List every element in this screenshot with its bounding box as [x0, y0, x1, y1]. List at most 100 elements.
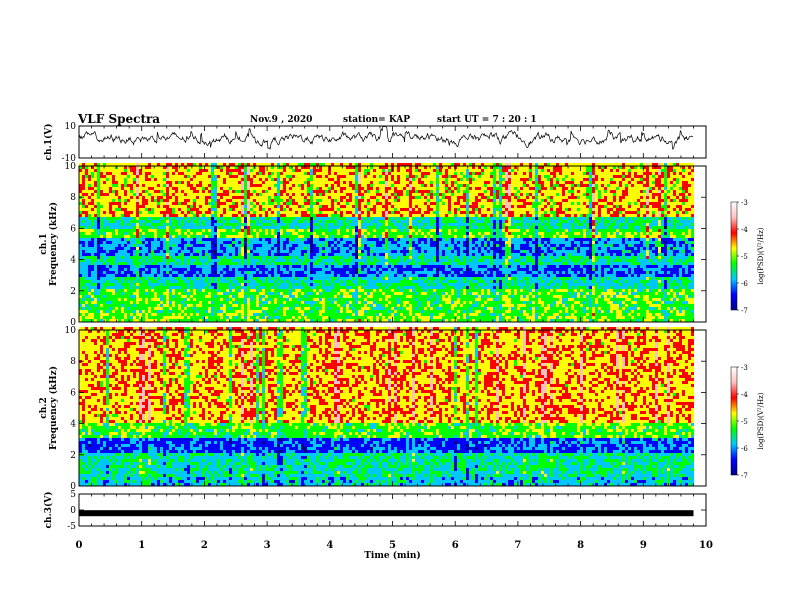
ch1-spec-cell — [514, 298, 517, 301]
ch1-spec-cell — [505, 268, 508, 271]
ch1-spec-cell — [649, 250, 652, 253]
ch1-spec-cell — [550, 289, 553, 292]
ch1-spec-cell — [259, 316, 262, 319]
ch1-spec-cell — [394, 259, 397, 262]
ch1-spec-cell — [250, 253, 253, 256]
ch1-spec-cell — [574, 316, 577, 319]
ch1-spec-cell — [94, 268, 97, 271]
ch1-spec-cell — [370, 295, 373, 298]
ch1-spec-cell — [478, 319, 481, 322]
ch1-spec-cell — [280, 310, 283, 313]
ch1-spec-cell — [109, 310, 112, 313]
ch1-spec-cell — [466, 271, 469, 274]
ch1-spec-cell — [463, 265, 466, 268]
ch1-spec-cell — [463, 250, 466, 253]
ch1-spec-cell — [139, 256, 142, 259]
ch1-spec-cell — [211, 280, 214, 283]
ch1-spec-cell — [97, 289, 100, 292]
ch1-spec-cell — [601, 271, 604, 274]
ch1-spec-cell — [226, 283, 229, 286]
ch1-spec-cell — [583, 307, 586, 310]
ch1-spec-cell — [199, 250, 202, 253]
ch1-spec-cell — [535, 262, 538, 265]
ch1-spec-cell — [526, 286, 529, 289]
ch1-spec-cell — [271, 280, 274, 283]
ch1-spec-cell — [79, 271, 82, 274]
ch1-spec-cell — [157, 304, 160, 307]
ch1-spec-cell — [676, 310, 679, 313]
ch1-spec-cell — [277, 316, 280, 319]
ch1-spec-cell — [184, 259, 187, 262]
ch1-spec-cell — [187, 280, 190, 283]
ch1-spec-cell — [241, 259, 244, 262]
ch1-spec-cell — [160, 298, 163, 301]
ch1-spec-cell — [301, 310, 304, 313]
ch1-spec-cell — [304, 301, 307, 304]
ch1-spec-cell — [355, 307, 358, 310]
ch1-spec-cell — [205, 298, 208, 301]
ch1-spec-cell — [130, 250, 133, 253]
ch1-spec-cell — [553, 259, 556, 262]
ch1-spec-cell — [361, 265, 364, 268]
ch1-spec-cell — [256, 295, 259, 298]
ch1-spec-cell — [631, 262, 634, 265]
ch1-spec-cell — [460, 280, 463, 283]
ch1-spec-cell — [649, 265, 652, 268]
ch1-spec-cell — [664, 250, 667, 253]
ch1-spec-cell — [91, 313, 94, 316]
ch1-spec-cell — [625, 301, 628, 304]
ch1-spec-cell — [181, 283, 184, 286]
ch1-spec-cell — [682, 283, 685, 286]
ch1-spec-cell — [670, 289, 673, 292]
ch1-spec-cell — [370, 286, 373, 289]
ch1-spec-cell — [358, 304, 361, 307]
ch1-spec-cell — [199, 298, 202, 301]
ch1-spec-cell — [301, 316, 304, 319]
ch1-spec-cell — [196, 316, 199, 319]
ch1-spec-cell — [166, 259, 169, 262]
ch1-spec-cell — [268, 271, 271, 274]
ch1-spec-cell — [400, 307, 403, 310]
ch1-spec-cell — [487, 274, 490, 277]
ch1-spec-cell — [301, 313, 304, 316]
ch1-spec-cell — [310, 268, 313, 271]
ch1-spec-cell — [544, 289, 547, 292]
ch1-spec-cell — [142, 313, 145, 316]
ch1-spec-cell — [433, 286, 436, 289]
ch1-spec-cell — [256, 319, 259, 322]
ch1-spec-cell — [397, 259, 400, 262]
ch1-spec-cell — [379, 310, 382, 313]
ch1-spec-cell — [676, 280, 679, 283]
ch1-spec-cell — [457, 280, 460, 283]
ch1-spec-cell — [172, 298, 175, 301]
ch1-spec-cell — [271, 310, 274, 313]
ch1-spec-cell — [160, 274, 163, 277]
ch1-spec-cell — [664, 310, 667, 313]
ch1-spec-cell — [301, 280, 304, 283]
ch1-spec-cell — [256, 280, 259, 283]
ch1-spec-cell — [394, 268, 397, 271]
ch1-spec-cell — [151, 247, 154, 250]
ch1-spec-cell — [160, 313, 163, 316]
ch1-spec-cell — [634, 292, 637, 295]
ch1-spec-cell — [520, 283, 523, 286]
ch1-spec-cell — [439, 256, 442, 259]
ch1-spec-cell — [451, 253, 454, 256]
ch1-spec-cell — [496, 262, 499, 265]
ch1-spec-cell — [370, 256, 373, 259]
ch1-spec-cell — [436, 316, 439, 319]
ch1-spec-cell — [631, 292, 634, 295]
ch1-spec-cell — [343, 307, 346, 310]
ch1-spec-cell — [91, 298, 94, 301]
ch1-spec-cell — [232, 313, 235, 316]
ch1-spec-cell — [583, 268, 586, 271]
ch1-spec-cell — [154, 259, 157, 262]
ch1-spec-cell — [328, 268, 331, 271]
ch1-spec-cell — [130, 268, 133, 271]
ch1-spec-cell — [535, 319, 538, 322]
ch1-spec-cell — [451, 262, 454, 265]
ch1-spec-cell — [172, 259, 175, 262]
ch1-spec-cell — [79, 268, 82, 271]
ch1-spec-cell — [664, 256, 667, 259]
ch1-spec-cell — [577, 292, 580, 295]
